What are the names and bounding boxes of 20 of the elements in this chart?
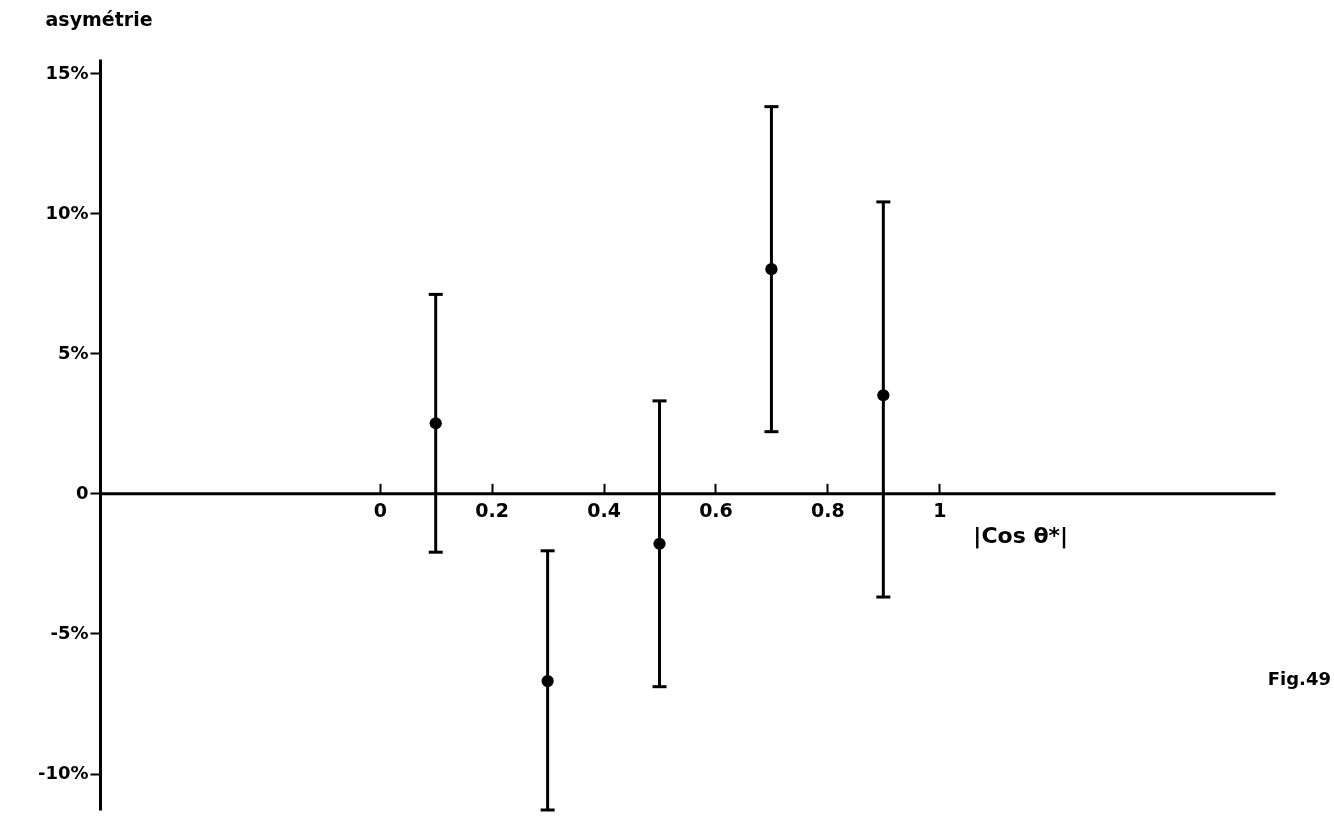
y-tick-label: 5% [57, 341, 89, 363]
x-axis-title: |Cos θ*| [973, 522, 1069, 549]
y-tick-label: 0 [75, 481, 89, 503]
x-tick-label: 0 [373, 498, 387, 521]
point [765, 263, 778, 276]
x-tick-label: 0.6 [699, 498, 733, 521]
y-axis-title: asymétrie [45, 7, 153, 30]
x-tick-label: 1 [933, 498, 947, 521]
y-tick-label: -5% [50, 621, 89, 643]
x-tick-label: 0.8 [811, 498, 845, 521]
point [429, 417, 442, 430]
annotation: Fig.49 [1267, 668, 1331, 689]
x-tick-label: 0.4 [587, 498, 621, 521]
y-tick-label: 15% [45, 61, 89, 83]
point [541, 674, 554, 688]
point [877, 389, 890, 402]
y-tick-label: -10% [37, 762, 89, 784]
y-tick-label: 10% [45, 201, 89, 223]
point [653, 537, 666, 550]
x-tick-label: 0.2 [475, 498, 509, 521]
